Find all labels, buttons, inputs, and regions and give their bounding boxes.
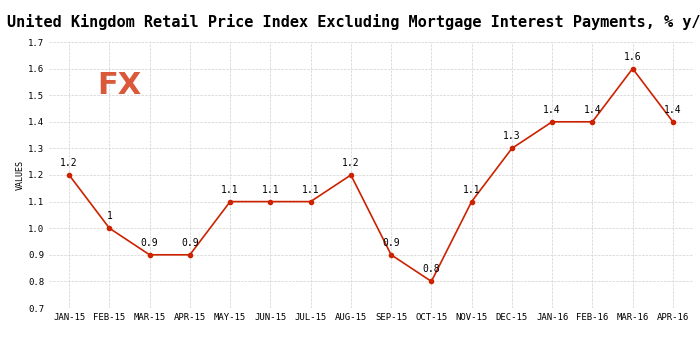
Text: 1.2: 1.2	[60, 158, 78, 168]
Text: 0.9: 0.9	[181, 238, 199, 248]
Text: 0.9: 0.9	[382, 238, 400, 248]
Text: 0.9: 0.9	[141, 238, 158, 248]
Text: 1.6: 1.6	[624, 52, 641, 62]
Text: 1.4: 1.4	[543, 105, 561, 115]
Text: 1.1: 1.1	[463, 185, 480, 195]
Text: 1.3: 1.3	[503, 132, 521, 141]
Text: 0.8: 0.8	[423, 265, 440, 274]
Text: 1.1: 1.1	[302, 185, 319, 195]
Y-axis label: VALUES: VALUES	[16, 160, 25, 190]
Text: 1.4: 1.4	[584, 105, 601, 115]
Text: 1: 1	[106, 211, 112, 221]
Text: 1.2: 1.2	[342, 158, 360, 168]
Text: 1.1: 1.1	[221, 185, 239, 195]
Text: 1.4: 1.4	[664, 105, 682, 115]
Text: FX: FX	[97, 71, 141, 100]
Text: United Kingdom Retail Price Index Excluding Mortgage Interest Payments, % y/y: United Kingdom Retail Price Index Exclud…	[7, 14, 700, 30]
Text: TEAM: TEAM	[104, 124, 134, 138]
Text: 1.1: 1.1	[262, 185, 279, 195]
